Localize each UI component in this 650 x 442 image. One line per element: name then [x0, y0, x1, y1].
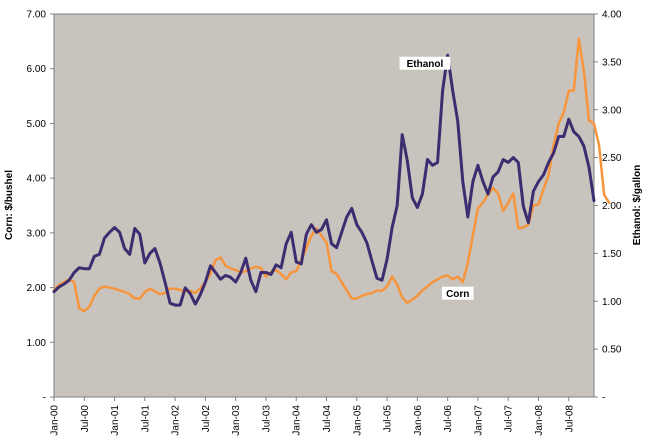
x-tick-label: Jan-03 — [231, 405, 242, 436]
x-tick-label: Jul-03 — [261, 405, 272, 433]
x-tick-label: Jan-01 — [110, 405, 121, 436]
ethanol-series-label: Ethanol — [407, 59, 444, 70]
right-axis-ticks: - 0.50 1.00 1.50 2.00 2.50 3.00 3.50 4.00 — [594, 10, 622, 404]
left-axis-title: Corn: $/bushel — [4, 170, 15, 240]
corn-series-line — [52, 37, 611, 313]
left-axis-ticks: - 1.00 2.00 3.00 4.00 5.00 6.00 7.00 — [27, 10, 54, 404]
left-tick-label: - — [43, 393, 46, 404]
right-tick-label: 0.50 — [602, 345, 622, 356]
x-tick-label: Jan-07 — [473, 405, 484, 436]
left-tick-label: 5.00 — [27, 119, 47, 130]
x-tick-label: Jan-04 — [292, 405, 303, 436]
left-tick-label: 7.00 — [27, 10, 47, 21]
x-tick-label: Jul-02 — [201, 405, 212, 433]
right-tick-label: 3.00 — [602, 105, 622, 116]
x-axis-ticks: Jan-00 Jul-00 Jan-01 Jul-01 Jan-02 Jul-02 Jan-… — [50, 397, 575, 436]
left-tick-label: 3.00 — [27, 228, 47, 239]
left-tick-label: 1.00 — [27, 338, 47, 349]
left-tick-label: 4.00 — [27, 174, 47, 185]
left-tick-label: 6.00 — [27, 64, 47, 75]
x-tick-label: Jul-08 — [564, 405, 575, 433]
x-tick-label: Jul-07 — [504, 405, 515, 433]
corn-series-label: Corn — [446, 289, 469, 300]
x-tick-label: Jul-00 — [80, 405, 91, 433]
x-tick-label: Jan-06 — [413, 405, 424, 436]
ethanol-label-box — [399, 56, 451, 70]
right-axis-title: Ethanol: $/gallon — [632, 165, 643, 246]
x-tick-label: Jul-01 — [140, 405, 151, 433]
right-tick-label: 2.50 — [602, 153, 622, 164]
x-tick-label: Jul-04 — [322, 405, 333, 433]
x-tick-label: Jul-06 — [443, 405, 454, 433]
ethanol-series-line — [52, 53, 596, 307]
x-tick-label: Jan-00 — [50, 405, 61, 436]
right-tick-label: 2.00 — [602, 201, 622, 212]
corn-label-box — [441, 286, 474, 300]
right-tick-label: 3.50 — [602, 57, 622, 68]
left-tick-label: 2.00 — [27, 283, 47, 294]
series-labels: Ethanol Corn — [399, 56, 474, 300]
plot-area — [53, 13, 595, 398]
series-layer — [52, 37, 611, 313]
x-tick-label: Jan-05 — [352, 405, 363, 436]
x-tick-label: Jan-08 — [534, 405, 545, 436]
right-tick-label: 1.50 — [602, 249, 622, 260]
right-tick-label: 1.00 — [602, 297, 622, 308]
x-tick-label: Jul-05 — [383, 405, 394, 433]
right-tick-label: 4.00 — [602, 10, 622, 21]
right-tick-label: - — [602, 393, 605, 404]
x-tick-label: Jan-02 — [171, 405, 182, 436]
